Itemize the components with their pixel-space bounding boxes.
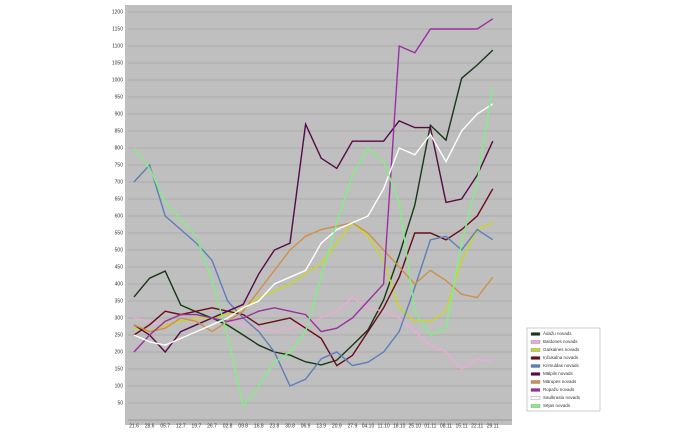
legend-label: Sējas novads [543, 403, 571, 408]
legend-swatch [530, 396, 541, 400]
y-tick-label: 700 [115, 179, 124, 185]
y-tick-label: 200 [115, 349, 124, 355]
series-line [133, 49, 494, 366]
legend-swatch [530, 356, 541, 360]
legend: Ādažu novads Baldones novads Garkalnes nov… [526, 327, 601, 412]
y-tick-label: 1200 [112, 9, 123, 15]
series-line [133, 86, 494, 409]
y-tick-label: 850 [115, 128, 124, 134]
plot-area [125, 5, 512, 425]
legend-swatch [530, 332, 541, 336]
x-tick-label: 08.11 [440, 423, 452, 429]
y-tick-label: 300 [115, 315, 124, 321]
x-tick-label: 22.11 [471, 423, 483, 429]
legend-label: Mālpils novads [543, 371, 574, 376]
legend-swatch [530, 340, 541, 344]
y-tick-label: 550 [115, 230, 124, 236]
x-tick-label: 21.6 [129, 423, 139, 429]
legend-swatch [530, 388, 541, 392]
x-tick-label: 27.9 [348, 423, 358, 429]
x-tick-label: 13.9 [316, 423, 326, 429]
y-tick-label: 100 [115, 383, 124, 389]
x-tick-label: 30.8 [285, 423, 295, 429]
legend-label: Ropažu novads [543, 387, 575, 392]
y-tick-label: 350 [115, 298, 124, 304]
x-tick-label: 20.9 [332, 423, 342, 429]
legend-label: Ādažu novads [543, 330, 572, 336]
y-tick-label: 450 [115, 264, 124, 270]
y-tick-label: 1150 [112, 26, 123, 32]
series-line [133, 18, 494, 353]
x-tick-label: 29.11 [487, 423, 499, 429]
x-tick-label: 02.8 [223, 423, 233, 429]
series-line [133, 163, 494, 387]
y-tick-label: 650 [115, 196, 124, 202]
y-tick-label: 600 [115, 213, 124, 219]
legend-swatch [530, 372, 541, 376]
legend-swatch [530, 380, 541, 384]
x-tick-label: 25.10 [409, 423, 422, 429]
legend-swatch [530, 364, 541, 368]
legend-swatch [530, 348, 541, 352]
legend-label: Garkalnes novads [543, 347, 580, 352]
x-tick-label: 19.7 [192, 423, 202, 429]
legend-label: Mārupes novads [543, 379, 577, 384]
y-tick-label: 500 [115, 247, 124, 253]
x-tick-label: 01.11 [424, 423, 436, 429]
y-tick-label: 800 [115, 145, 124, 151]
y-tick-label: 400 [115, 281, 124, 287]
y-tick-label: 950 [115, 94, 124, 100]
x-tick-label: 06.9 [301, 423, 311, 429]
series-line [133, 188, 494, 367]
x-tick-label: 12.7 [176, 423, 186, 429]
legend-label: Iņčukalna novads [543, 355, 579, 360]
y-tick-label: 1000 [112, 77, 123, 83]
y-tick-label: 1050 [112, 60, 123, 66]
y-tick-label: 900 [115, 111, 124, 117]
y-tick-label: 750 [115, 162, 124, 168]
y-tick-label: 50 [117, 400, 123, 406]
y-tick-label: 1100 [112, 43, 123, 49]
series-line [133, 103, 494, 346]
x-tick-label: 04.10 [362, 423, 375, 429]
x-tick-label: 09.8 [238, 423, 248, 429]
x-tick-label: 15.11 [456, 423, 468, 429]
legend-label: Krimuldas novads [543, 363, 580, 368]
x-tick-label: 23.8 [270, 423, 280, 429]
x-tick-label: 11.10 [378, 423, 390, 429]
y-tick-label: 150 [115, 366, 124, 372]
legend-label: Baldones novads [543, 339, 578, 344]
x-tick-label: 05.7 [160, 423, 170, 429]
x-tick-label: 26.7 [207, 423, 217, 429]
legend-swatch [530, 404, 541, 408]
series-line [133, 222, 494, 333]
x-tick-label: 18.10 [393, 423, 406, 429]
x-tick-label: 28.6 [145, 423, 155, 429]
legend-label: Saulkrastu novads [543, 395, 581, 400]
x-tick-label: 16.8 [254, 423, 264, 429]
y-tick-label: 250 [115, 332, 124, 338]
series-line [133, 221, 494, 333]
